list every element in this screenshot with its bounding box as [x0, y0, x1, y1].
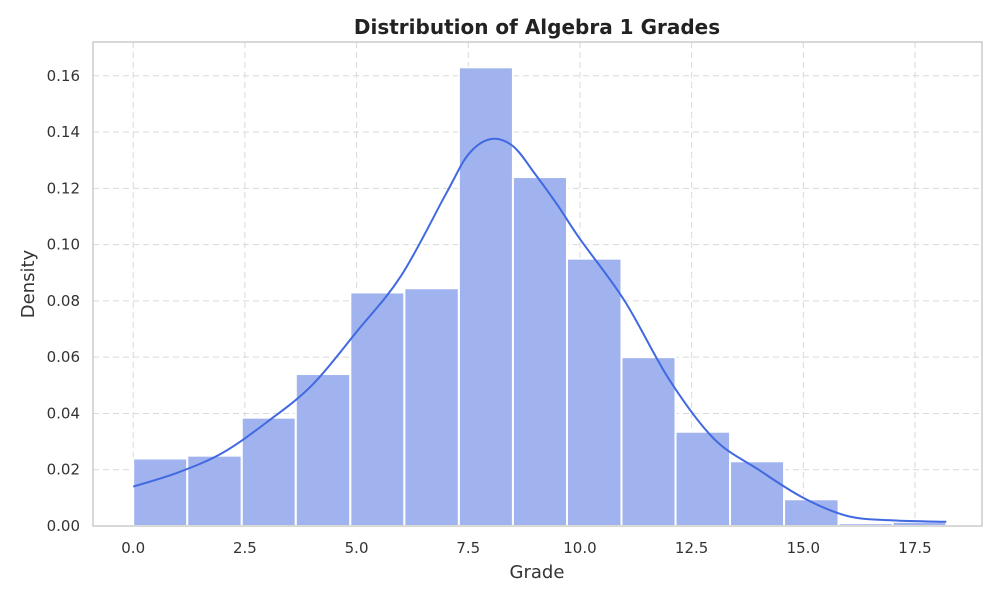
x-axis-title: Grade: [510, 562, 565, 583]
histogram-bar: [132, 457, 189, 527]
y-tick-label: 0.04: [47, 404, 80, 422]
y-axis-title: Density: [18, 249, 39, 318]
x-tick-label: 12.5: [675, 539, 708, 557]
histogram-bar: [783, 498, 840, 528]
histogram-bar: [729, 460, 786, 528]
plot-frame: [92, 41, 983, 527]
histogram-bars: [132, 66, 948, 528]
x-tick-label: 7.5: [456, 539, 480, 557]
y-tick-label: 0.00: [47, 517, 80, 535]
y-tick-label: 0.10: [47, 236, 80, 254]
x-tick-label: 5.0: [345, 539, 369, 557]
x-tick-label: 17.5: [898, 539, 931, 557]
y-tick-labels: 0.00 0.02 0.04 0.06 0.08 0.10 0.12 0.14 0.16: [47, 67, 80, 535]
histogram-bar: [294, 373, 352, 527]
y-tick-label: 0.08: [47, 292, 80, 310]
histogram-bar: [457, 66, 514, 527]
plot-border: [92, 41, 983, 527]
y-tick-label: 0.02: [47, 461, 80, 479]
x-tick-label: 15.0: [787, 539, 820, 557]
y-tick-label: 0.16: [47, 67, 80, 85]
chart-title: Distribution of Algebra 1 Grades: [354, 15, 720, 39]
kde-curve: [132, 137, 947, 523]
x-tick-label: 2.5: [233, 539, 257, 557]
histogram-bar: [511, 176, 568, 527]
x-tick-label: 10.0: [563, 539, 596, 557]
x-tick-labels: 0.0 2.5 5.0 7.5 10.0 12.5 15.0 17.5: [121, 539, 931, 557]
y-tick-label: 0.12: [47, 179, 80, 197]
kde-curve-group: [132, 137, 947, 523]
histogram-bar: [565, 257, 623, 527]
y-tick-label: 0.14: [47, 123, 80, 141]
histogram-bar: [349, 291, 406, 527]
y-tick-label: 0.06: [47, 348, 80, 366]
histogram-bar: [620, 356, 677, 527]
x-tick-label: 0.0: [121, 539, 145, 557]
histogram-bar: [403, 287, 460, 527]
